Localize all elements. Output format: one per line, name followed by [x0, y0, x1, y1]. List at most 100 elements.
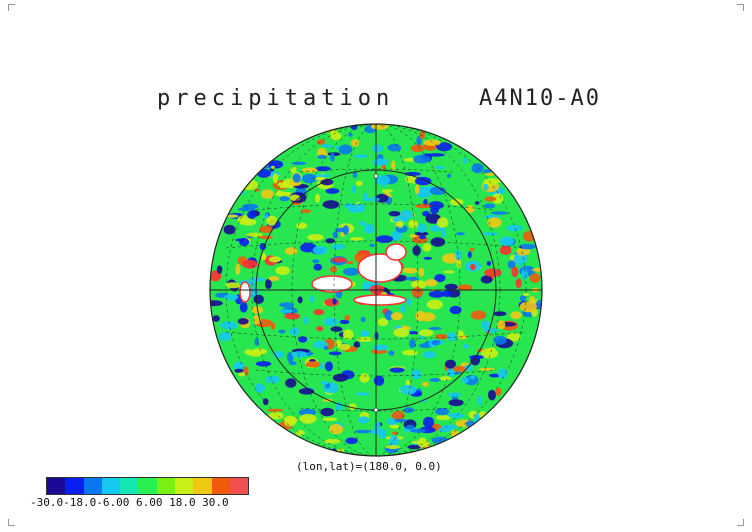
anomaly-patch: [447, 173, 452, 178]
anomaly-patch: [254, 383, 266, 393]
anomaly-patch: [320, 178, 334, 186]
colorbar-cell-8: [193, 478, 212, 494]
anomaly-patch: [268, 276, 280, 282]
anomaly-patch: [319, 362, 325, 370]
anomaly-patch: [256, 168, 271, 178]
anomaly-patch: [313, 309, 325, 316]
anomaly-patch: [484, 172, 496, 176]
anomaly-patch: [345, 260, 354, 265]
anomaly-patch: [330, 152, 335, 162]
anomaly-patch: [268, 256, 282, 263]
anomaly-patch: [329, 424, 344, 435]
anomaly-patch: [284, 312, 301, 320]
anomaly-patch: [244, 349, 253, 355]
anomaly-patch: [238, 372, 246, 377]
anomaly-patch: [528, 296, 535, 303]
colorbar-cell-6: [156, 478, 176, 494]
anomaly-patch: [315, 166, 331, 172]
anomaly-patch: [462, 157, 468, 164]
anomaly-patch: [422, 351, 436, 359]
anomaly-patch: [385, 445, 401, 449]
anomaly-patch: [354, 429, 372, 434]
anomaly-patch: [372, 344, 389, 351]
anomaly-patch: [483, 328, 499, 333]
anomaly-patch: [360, 330, 370, 337]
anomaly-patch: [467, 251, 472, 259]
anomaly-patch: [387, 143, 402, 152]
anomaly-patch: [414, 184, 420, 195]
anomaly-patch: [298, 408, 317, 417]
south-pole-marker: [373, 407, 379, 413]
anomaly-patch: [332, 231, 338, 239]
colorbar: [46, 477, 250, 495]
anomaly-patch: [411, 280, 427, 289]
anomaly-patch: [291, 351, 308, 358]
anomaly-patch: [312, 245, 328, 255]
anomaly-patch: [343, 267, 360, 276]
anomaly-patch: [351, 184, 356, 194]
anomaly-patch: [425, 213, 441, 224]
anomaly-patch: [389, 424, 400, 429]
anomaly-patch: [393, 327, 410, 338]
missing-data-region: [353, 294, 407, 306]
anomaly-patch: [457, 284, 473, 291]
anomaly-patch: [320, 407, 335, 417]
anomaly-patch: [436, 217, 449, 228]
missing-data-region: [357, 253, 403, 283]
anomaly-patch: [259, 225, 274, 233]
anomaly-patch: [353, 203, 366, 213]
anomaly-patch: [423, 256, 433, 260]
anomaly-patch: [423, 139, 441, 146]
anomaly-patch: [388, 211, 401, 217]
anomaly-patch: [478, 367, 495, 371]
anomaly-patch: [360, 316, 366, 323]
anomaly-patch: [224, 294, 239, 301]
anomaly-patch: [409, 234, 418, 238]
anomaly-patch: [406, 424, 415, 430]
anomaly-patch: [275, 266, 291, 276]
anomaly-patch: [353, 154, 369, 159]
anomaly-patch: [381, 189, 394, 193]
anomaly-patch: [324, 345, 329, 350]
anomaly-patch: [436, 142, 453, 152]
colorbar-cell-10: [229, 478, 249, 494]
anomaly-patch: [429, 378, 441, 382]
anomaly-patch: [518, 243, 537, 250]
anomaly-patch: [355, 180, 363, 187]
anomaly-patch: [444, 283, 458, 291]
anomaly-patch: [290, 166, 297, 173]
anomaly-patch: [405, 277, 419, 281]
anomaly-patch: [324, 361, 333, 372]
anomaly-patch: [377, 317, 389, 327]
anomaly-patch: [234, 368, 244, 373]
anomaly-patch: [315, 193, 320, 203]
anomaly-patch: [210, 300, 223, 307]
anomaly-patch: [321, 143, 327, 148]
anomaly-patch: [480, 320, 490, 330]
anomaly-patch: [443, 270, 455, 274]
anomaly-patch: [410, 428, 426, 433]
anomaly-patch: [392, 216, 409, 223]
anomaly-patch: [241, 179, 259, 190]
anomaly-patch: [370, 124, 389, 130]
anomaly-patch: [362, 281, 373, 292]
anomaly-patch: [218, 331, 232, 342]
anomaly-patch: [414, 176, 432, 186]
anomaly-patch: [279, 196, 290, 202]
anomaly-patch: [348, 132, 353, 137]
anomaly-patch: [259, 235, 274, 240]
anomaly-patch: [418, 329, 434, 337]
anomaly-patch: [435, 407, 450, 416]
variable-title: precipitation: [157, 86, 395, 111]
anomaly-patch: [410, 144, 425, 153]
anomaly-patch: [447, 412, 465, 419]
anomaly-patch: [378, 429, 387, 439]
anomaly-patch: [323, 439, 341, 444]
anomaly-patch: [483, 169, 491, 174]
anomaly-patch: [480, 348, 499, 359]
anomaly-patch: [303, 316, 309, 325]
anomaly-patch: [491, 193, 504, 204]
anomaly-patch: [359, 373, 370, 383]
anomaly-patch: [332, 298, 337, 305]
